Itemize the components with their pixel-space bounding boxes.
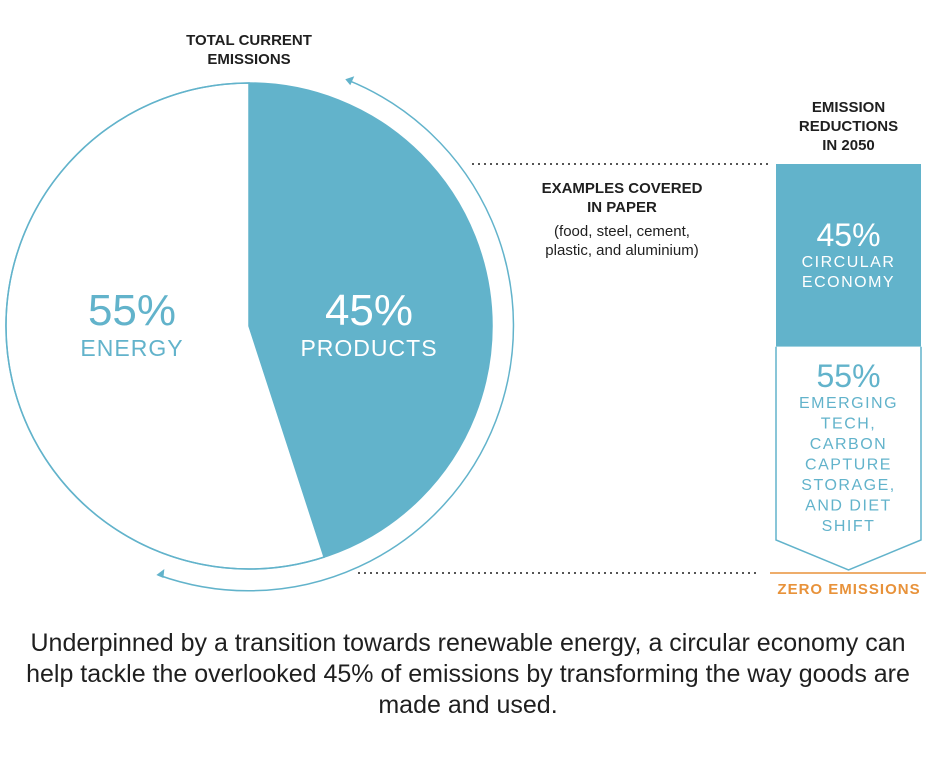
bar-label-emerging-text: CARBON (810, 436, 887, 453)
pie-title-line: TOTAL CURRENT (186, 32, 312, 49)
bar-label-emerging-text: EMERGING (799, 395, 898, 412)
zero-emissions-label: ZERO EMISSIONS (777, 581, 920, 598)
bar-label-emerging-text: STORAGE, (801, 477, 895, 494)
pie-label-energy-name: ENERGY (80, 335, 183, 361)
annotation-line: IN PAPER (587, 199, 657, 216)
annotation-detail: (food, steel, cement, (554, 223, 690, 240)
bar-label-emerging-value: 55% (816, 358, 880, 394)
bar-title-line: IN 2050 (822, 137, 875, 154)
pie-label-products-name: PRODUCTS (300, 335, 437, 361)
bar-title-line: EMISSION (812, 99, 885, 116)
annotation-detail: plastic, and aluminium) (545, 242, 698, 259)
pie-label-products-value: 45% (325, 286, 413, 335)
flow-arc (158, 79, 515, 592)
arrowhead-bottom (156, 569, 165, 579)
annotation-line: EXAMPLES COVERED (542, 180, 703, 197)
bar-label-emerging-text: AND DIET (805, 498, 892, 515)
arrowhead-top (345, 76, 355, 86)
bar-label-circular-text: ECONOMY (802, 274, 895, 291)
bar-segment-circular-economy (776, 164, 921, 347)
caption-text: Underpinned by a transition towards rene… (26, 629, 910, 719)
bar-segment-emerging-tech (775, 346, 922, 571)
pie-label-energy-value: 55% (88, 286, 176, 335)
bar-label-emerging-text: CAPTURE (805, 457, 892, 474)
bar-label-circular-text: CIRCULAR (802, 254, 896, 271)
bar-label-emerging-text: SHIFT (822, 518, 876, 535)
pie-title-line: EMISSIONS (207, 51, 290, 68)
bar-title-line: REDUCTIONS (799, 118, 898, 135)
bar-label-emerging-text: TECH, (821, 416, 877, 433)
bar-label-circular-value: 45% (816, 217, 880, 253)
pie-outline (5, 82, 493, 570)
pie-slice-products (249, 83, 492, 558)
